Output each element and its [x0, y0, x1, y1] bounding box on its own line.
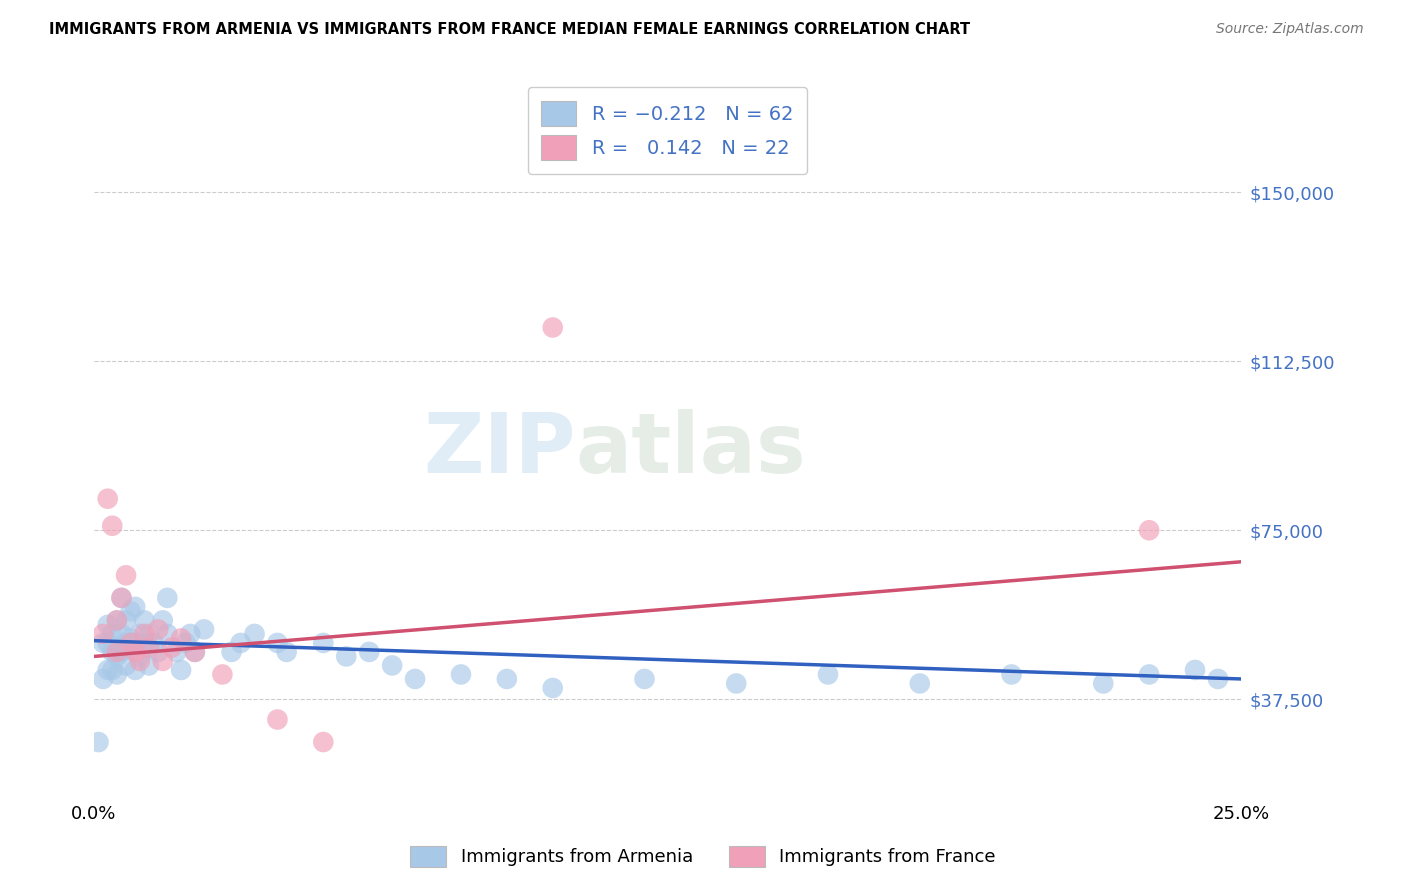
Point: [1206, 672, 1229, 686]
Point: [1184, 663, 1206, 677]
Point: [211, 667, 233, 681]
Point: [124, 663, 146, 677]
Point: [91, 627, 114, 641]
Point: [110, 591, 132, 605]
Point: [128, 627, 150, 641]
Point: [541, 320, 564, 334]
Point: [156, 591, 179, 605]
Point: [101, 645, 124, 659]
Point: [276, 645, 298, 659]
Point: [110, 627, 132, 641]
Point: [450, 667, 472, 681]
Point: [91, 672, 114, 686]
Point: [101, 627, 124, 641]
Point: [97, 636, 120, 650]
Legend: Immigrants from Armenia, Immigrants from France: Immigrants from Armenia, Immigrants from…: [402, 838, 1004, 874]
Point: [97, 618, 120, 632]
Point: [142, 636, 165, 650]
Point: [193, 623, 215, 637]
Point: [115, 613, 138, 627]
Text: atlas: atlas: [575, 409, 807, 490]
Point: [170, 663, 193, 677]
Point: [146, 623, 169, 637]
Point: [1092, 676, 1115, 690]
Point: [404, 672, 426, 686]
Point: [124, 599, 146, 614]
Point: [179, 627, 201, 641]
Point: [120, 636, 142, 650]
Text: IMMIGRANTS FROM ARMENIA VS IMMIGRANTS FROM FRANCE MEDIAN FEMALE EARNINGS CORRELA: IMMIGRANTS FROM ARMENIA VS IMMIGRANTS FR…: [49, 22, 970, 37]
Point: [146, 645, 169, 659]
Point: [359, 645, 381, 659]
Point: [97, 663, 120, 677]
Point: [128, 649, 150, 664]
Point: [908, 676, 931, 690]
Point: [138, 658, 160, 673]
Point: [87, 735, 110, 749]
Point: [312, 636, 335, 650]
Text: ZIP: ZIP: [423, 409, 575, 490]
Point: [266, 636, 288, 650]
Point: [1137, 667, 1160, 681]
Point: [156, 627, 179, 641]
Point: [105, 613, 128, 627]
Point: [817, 667, 839, 681]
Point: [105, 613, 128, 627]
Point: [229, 636, 252, 650]
Point: [166, 645, 188, 659]
Point: [101, 663, 124, 677]
Point: [105, 649, 128, 664]
Point: [115, 658, 138, 673]
Point: [115, 568, 138, 582]
Point: [495, 672, 517, 686]
Point: [170, 632, 193, 646]
Point: [115, 636, 138, 650]
Point: [541, 681, 564, 695]
Point: [174, 636, 197, 650]
Point: [381, 658, 404, 673]
Point: [160, 640, 183, 655]
Point: [152, 613, 174, 627]
Point: [184, 645, 207, 659]
Text: Source: ZipAtlas.com: Source: ZipAtlas.com: [1216, 22, 1364, 37]
Point: [725, 676, 748, 690]
Point: [134, 636, 156, 650]
Point: [97, 491, 120, 506]
Point: [105, 645, 128, 659]
Point: [138, 627, 160, 641]
Point: [110, 645, 132, 659]
Point: [110, 591, 132, 605]
Point: [221, 645, 243, 659]
Point: [335, 649, 357, 664]
Point: [266, 713, 288, 727]
Point: [120, 632, 142, 646]
Point: [124, 645, 146, 659]
Point: [101, 518, 124, 533]
Point: [128, 654, 150, 668]
Point: [312, 735, 335, 749]
Point: [243, 627, 266, 641]
Point: [120, 604, 142, 618]
Point: [134, 613, 156, 627]
Point: [184, 645, 207, 659]
Point: [91, 636, 114, 650]
Point: [1000, 667, 1022, 681]
Point: [1137, 523, 1160, 537]
Point: [105, 667, 128, 681]
Point: [633, 672, 655, 686]
Point: [152, 654, 174, 668]
Point: [124, 636, 146, 650]
Point: [138, 640, 160, 655]
Point: [134, 627, 156, 641]
Legend: R = −0.212   N = 62, R =   0.142   N = 22: R = −0.212 N = 62, R = 0.142 N = 22: [527, 87, 807, 174]
